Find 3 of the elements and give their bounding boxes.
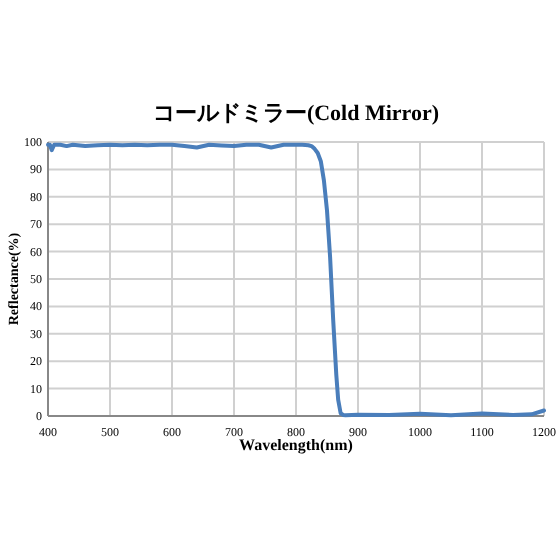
- x-axis-title: Wavelength(nm): [239, 436, 354, 454]
- line-series: [46, 142, 546, 418]
- chart-title: コールドミラー(Cold Mirror): [152, 102, 440, 126]
